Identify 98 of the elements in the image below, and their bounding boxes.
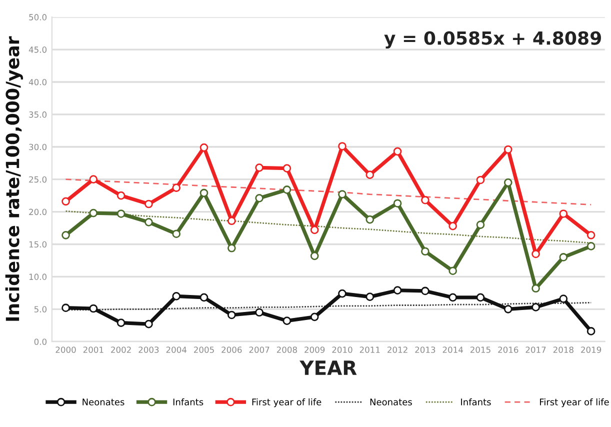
point: [338, 142, 346, 150]
x-tick-label: 2006: [222, 346, 242, 353]
point: [366, 292, 374, 301]
x-tick-label: 2004: [166, 346, 186, 353]
point: [559, 210, 568, 218]
x-tick-label: 2007: [249, 346, 270, 353]
point: [62, 197, 70, 206]
point: [310, 312, 319, 322]
point: [532, 284, 540, 293]
point: [116, 191, 126, 200]
legend-label: Infants: [461, 398, 491, 406]
y-tick-label: 40.0: [28, 78, 47, 86]
point: [144, 200, 153, 208]
point: [282, 164, 292, 172]
point: [144, 218, 153, 226]
point: [200, 188, 208, 198]
point: [504, 178, 512, 187]
point: [255, 308, 264, 317]
point: [421, 286, 430, 296]
point: [532, 303, 540, 312]
y-tick-label: 45.0: [28, 46, 47, 53]
x-tick-label: 2000: [56, 346, 76, 353]
point: [586, 242, 596, 250]
point: [338, 289, 346, 298]
point: [89, 208, 98, 218]
point: [338, 190, 346, 198]
y-tick-label: 15.0: [29, 241, 47, 248]
point: [586, 230, 596, 240]
x-tick-label: 2015: [470, 346, 490, 353]
x-tick-label: 2002: [111, 346, 131, 353]
point: [227, 244, 236, 252]
point: [393, 199, 402, 208]
legend-label: First year of life: [540, 398, 609, 408]
point: [89, 175, 98, 184]
point: [116, 318, 126, 327]
point: [476, 293, 485, 302]
x-tick-label: 2005: [194, 346, 214, 353]
point: [421, 247, 430, 256]
point: [116, 210, 126, 218]
y-tick-label: 30.0: [29, 144, 47, 150]
point: [586, 327, 596, 336]
point: [366, 170, 374, 179]
point: [255, 163, 264, 172]
x-tick-label: 2012: [388, 346, 408, 353]
x-tick-label: 2014: [442, 346, 463, 353]
x-tick-label: 2017: [526, 346, 546, 353]
point: [172, 184, 181, 192]
point: [172, 230, 181, 238]
point: [144, 320, 153, 328]
point: [393, 147, 402, 156]
point: [62, 230, 70, 240]
point: [282, 316, 292, 325]
point: [532, 250, 540, 258]
legend-label: Infants: [173, 398, 204, 406]
y-tick-label: 0.0: [34, 338, 47, 345]
legend-label: Neonates: [82, 398, 124, 406]
point: [476, 220, 485, 229]
point: [448, 293, 457, 302]
point: [476, 176, 485, 184]
point: [393, 286, 402, 294]
point: [200, 143, 208, 152]
x-tick-label: 2009: [304, 346, 325, 353]
point: [255, 194, 264, 202]
point: [559, 253, 568, 262]
x-tick-label: 2011: [360, 346, 380, 353]
point: [448, 222, 457, 230]
annotation: y = 0.0585x + 4.8089: [384, 31, 601, 49]
point: [227, 216, 236, 226]
point: [227, 310, 236, 320]
point: [504, 145, 512, 154]
x-tick-label: 2019: [581, 346, 602, 353]
x-tick-label: 2013: [415, 346, 436, 353]
point: [504, 304, 512, 314]
y-tick-label: 10.0: [29, 274, 47, 280]
point: [200, 293, 208, 302]
point: [89, 304, 98, 313]
legend-label: Neonates: [370, 398, 412, 406]
point: [448, 266, 457, 276]
y-tick-label: 50.0: [29, 14, 47, 20]
point: [559, 294, 568, 303]
x-tick-label: 2001: [83, 346, 104, 353]
x-axis-title: YEAR: [300, 360, 357, 375]
y-tick-label: 5.0: [34, 306, 47, 312]
y-tick-label: 20.0: [29, 208, 47, 216]
x-tick-label: 2018: [553, 346, 574, 353]
x-tick-label: 2008: [276, 346, 297, 353]
point: [366, 215, 374, 224]
x-tick-label: 2010: [332, 346, 352, 353]
y-axis-title: Incidence rate/100,000/year: [5, 36, 23, 321]
y-tick-label: 35.0: [29, 111, 47, 118]
x-tick-label: 2003: [138, 346, 159, 353]
point: [62, 304, 70, 312]
point: [172, 292, 181, 300]
y-tick-label: 25.0: [29, 176, 47, 183]
x-tick-label: 2016: [498, 346, 518, 353]
legend-label: First year of life: [252, 398, 322, 408]
point: [421, 196, 430, 204]
point: [282, 186, 292, 194]
